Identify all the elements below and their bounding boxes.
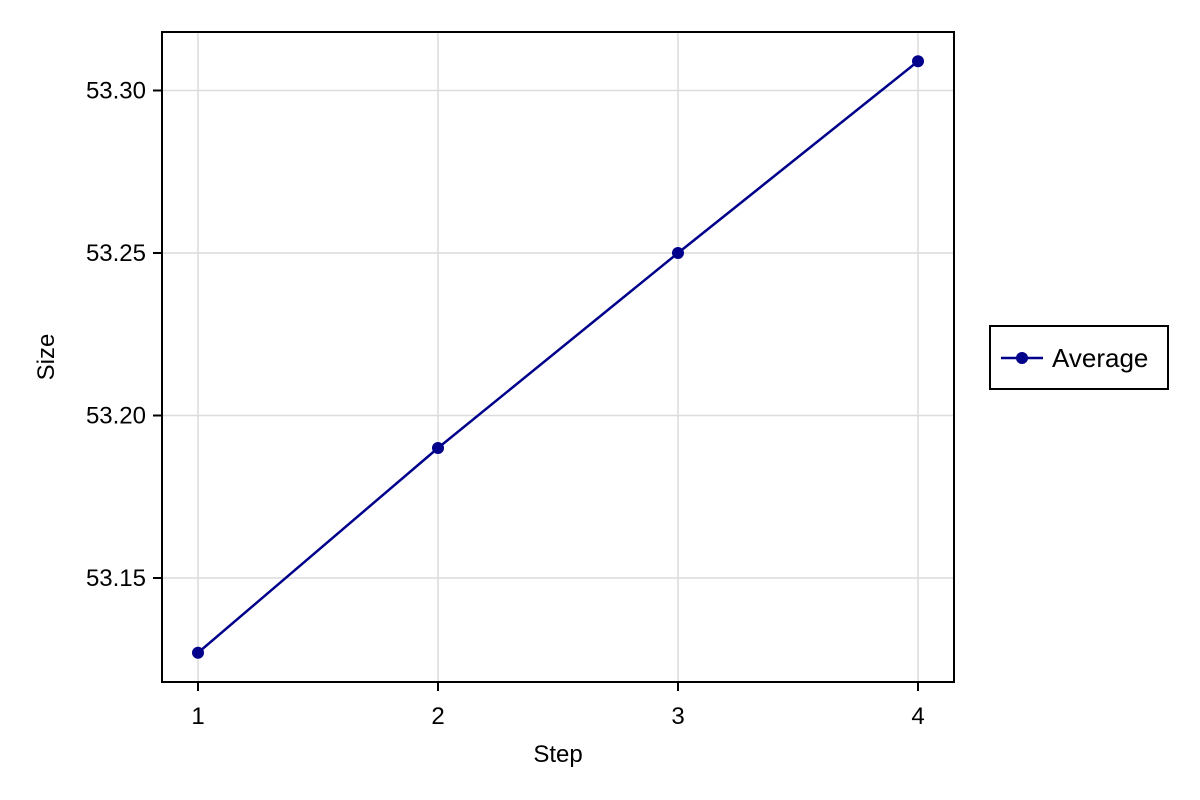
data-point [432,442,444,454]
axes: 1 2 3 4 53.15 53.20 53.25 53.30 [86,78,925,731]
plot-frame [161,31,955,683]
x-tick-label: 2 [431,703,444,730]
data-point [672,247,684,259]
data-point [912,55,924,68]
series-line [197,60,919,654]
legend-label-average: Average [1052,343,1148,373]
x-axis-label: Step [533,741,582,768]
y-tick-label: 53.30 [86,78,146,105]
x-tick-label: 1 [191,703,204,730]
series-layer [192,55,924,659]
y-tick-label: 53.20 [86,403,146,430]
grid [162,32,954,682]
x-tick-label: 3 [671,703,684,730]
data-point [192,646,204,659]
x-tick-label: 4 [911,703,924,730]
y-tick-label: 53.25 [86,240,146,267]
legend: Average [989,325,1169,390]
y-axis-label: Size [33,334,60,381]
y-tick-label: 53.15 [86,565,146,592]
legend-marker [1016,352,1028,364]
